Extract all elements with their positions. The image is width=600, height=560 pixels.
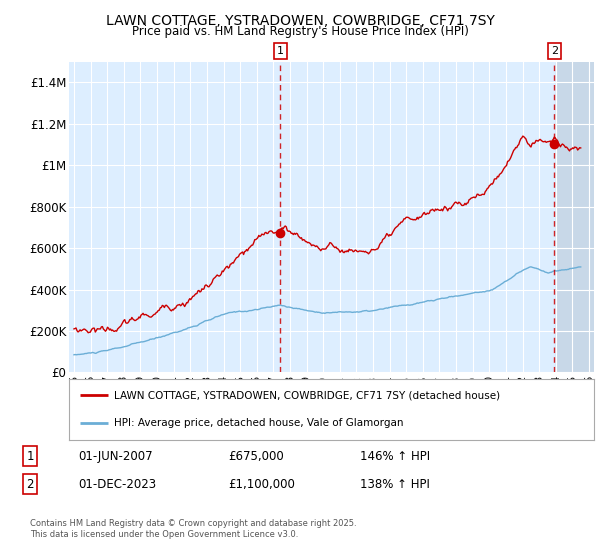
Text: Price paid vs. HM Land Registry's House Price Index (HPI): Price paid vs. HM Land Registry's House … (131, 25, 469, 38)
Bar (556, 62, 600, 372)
Text: Contains HM Land Registry data © Crown copyright and database right 2025.
This d: Contains HM Land Registry data © Crown c… (30, 520, 356, 539)
Bar (556, 62, 600, 372)
Text: 146% ↑ HPI: 146% ↑ HPI (360, 450, 430, 463)
Text: 01-DEC-2023: 01-DEC-2023 (78, 478, 156, 491)
Text: 2: 2 (26, 478, 34, 491)
Text: £675,000: £675,000 (228, 450, 284, 463)
Text: LAWN COTTAGE, YSTRADOWEN, COWBRIDGE, CF71 7SY: LAWN COTTAGE, YSTRADOWEN, COWBRIDGE, CF7… (106, 14, 494, 28)
Text: 1: 1 (26, 450, 34, 463)
Text: 138% ↑ HPI: 138% ↑ HPI (360, 478, 430, 491)
Text: LAWN COTTAGE, YSTRADOWEN, COWBRIDGE, CF71 7SY (detached house): LAWN COTTAGE, YSTRADOWEN, COWBRIDGE, CF7… (113, 390, 500, 400)
Text: £1,100,000: £1,100,000 (228, 478, 295, 491)
Text: 01-JUN-2007: 01-JUN-2007 (78, 450, 152, 463)
Text: 1: 1 (277, 46, 284, 56)
Text: 2: 2 (551, 46, 558, 56)
Text: HPI: Average price, detached house, Vale of Glamorgan: HPI: Average price, detached house, Vale… (113, 418, 403, 428)
